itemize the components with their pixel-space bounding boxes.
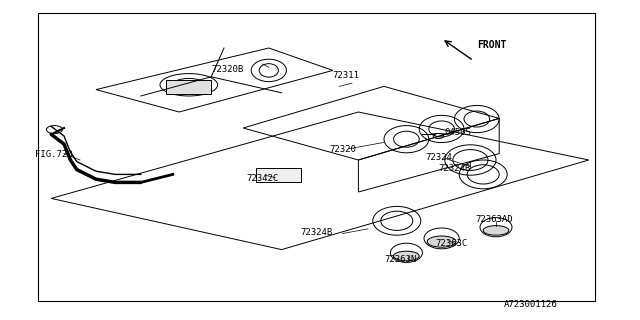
Text: FIG.720: FIG.720 <box>35 150 73 159</box>
Text: 72324B: 72324B <box>301 228 333 237</box>
Text: 72320B: 72320B <box>211 65 243 74</box>
Bar <box>166 80 211 94</box>
Text: 72363AD: 72363AD <box>475 215 513 224</box>
Text: 0450S: 0450S <box>445 128 472 137</box>
Text: A723001126: A723001126 <box>504 300 558 309</box>
Text: 72324B: 72324B <box>438 164 470 173</box>
Text: 72363C: 72363C <box>435 239 467 248</box>
Text: 72363N: 72363N <box>384 255 416 264</box>
Ellipse shape <box>394 251 419 261</box>
Text: FRONT: FRONT <box>477 40 506 50</box>
Ellipse shape <box>428 236 456 247</box>
Bar <box>38 13 595 301</box>
Text: 72342C: 72342C <box>246 174 278 183</box>
Text: 72311: 72311 <box>333 71 360 80</box>
Text: 72324: 72324 <box>426 153 452 162</box>
Text: 72320: 72320 <box>330 145 356 154</box>
Bar <box>256 168 301 182</box>
Ellipse shape <box>483 226 509 235</box>
